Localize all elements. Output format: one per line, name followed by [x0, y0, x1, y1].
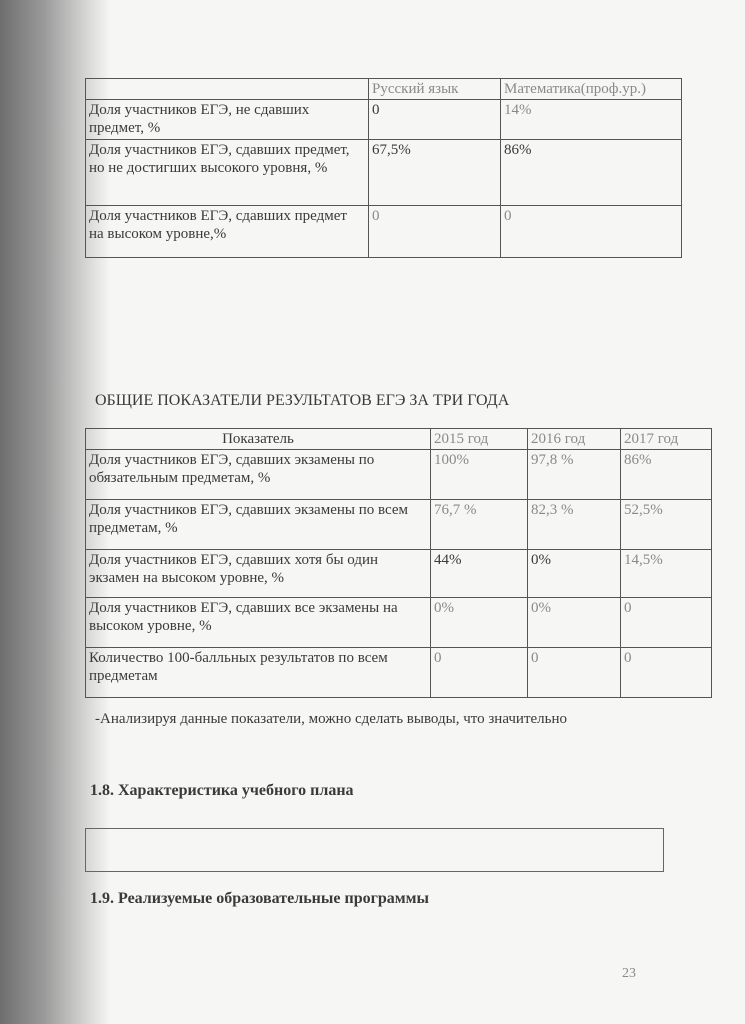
subject-results-table: Русский язык Математика(проф.ур.) Доля у…	[85, 78, 682, 258]
cell: 100%	[430, 449, 528, 500]
cell: 0%	[430, 597, 528, 648]
row-label: Доля участников ЕГЭ, сдавших хотя бы оди…	[85, 549, 431, 598]
header-cell: 2017 год	[620, 428, 712, 450]
section-title: ОБЩИЕ ПОКАЗАТЕЛИ РЕЗУЛЬТАТОВ ЕГЭ ЗА ТРИ …	[95, 392, 510, 409]
cell: 86%	[620, 449, 712, 500]
header-cell: 2015 год	[430, 428, 528, 450]
cell: 0	[368, 99, 501, 140]
table-header-row: Показатель 2015 год 2016 год 2017 год	[85, 428, 712, 450]
cell: 44%	[430, 549, 528, 598]
cell: 0	[620, 597, 712, 648]
row-label: Доля участников ЕГЭ, сдавших предмет на …	[85, 205, 369, 258]
cell: 14,5%	[620, 549, 712, 598]
table-row: Доля участников ЕГЭ, сдавших все экзамен…	[85, 597, 712, 648]
row-label: Доля участников ЕГЭ, сдавших экзамены по…	[85, 449, 431, 500]
table-row: Доля участников ЕГЭ, сдавших предмет на …	[85, 205, 682, 258]
cell: 0	[368, 205, 501, 258]
header-cell: 2016 год	[527, 428, 621, 450]
cell: 76,7 %	[430, 499, 528, 550]
row-label: Доля участников ЕГЭ, сдавших предмет, но…	[85, 139, 369, 206]
table-row: Количество 100-балльных результатов по в…	[85, 647, 712, 698]
cell: 0	[430, 647, 528, 698]
table-header-row: Русский язык Математика(проф.ур.)	[85, 78, 682, 100]
section-heading-1-8: 1.8. Характеристика учебного плана	[90, 782, 354, 799]
cell: 0	[500, 205, 682, 258]
table-row: Доля участников ЕГЭ, сдавших хотя бы оди…	[85, 549, 712, 598]
cell: 67,5%	[368, 139, 501, 206]
three-year-results-table: Показатель 2015 год 2016 год 2017 год До…	[85, 428, 712, 698]
cell: 0	[620, 647, 712, 698]
empty-table-box	[85, 828, 664, 872]
table-row: Доля участников ЕГЭ, сдавших экзамены по…	[85, 449, 712, 500]
row-label: Доля участников ЕГЭ, сдавших экзамены по…	[85, 499, 431, 550]
row-label: Количество 100-балльных результатов по в…	[85, 647, 431, 698]
cell: 0%	[527, 549, 621, 598]
cell: 14%	[500, 99, 682, 140]
cell: 82,3 %	[527, 499, 621, 550]
header-cell: Русский язык	[368, 78, 501, 100]
cell: 52,5%	[620, 499, 712, 550]
conclusion-text: -Анализируя данные показатели, можно сде…	[95, 711, 568, 727]
header-cell: Математика(проф.ур.)	[500, 78, 682, 100]
cell: 0%	[527, 597, 621, 648]
table-row: Доля участников ЕГЭ, не сдавших предмет,…	[85, 99, 682, 140]
header-cell	[85, 78, 369, 100]
page-number: 23	[622, 966, 636, 981]
section-heading-1-9: 1.9. Реализуемые образовательные програм…	[90, 890, 430, 907]
header-cell: Показатель	[85, 428, 431, 450]
table-row: Доля участников ЕГЭ, сдавших предмет, но…	[85, 139, 682, 206]
row-label: Доля участников ЕГЭ, сдавших все экзамен…	[85, 597, 431, 648]
table-row: Доля участников ЕГЭ, сдавших экзамены по…	[85, 499, 712, 550]
cell: 86%	[500, 139, 682, 206]
cell: 97,8 %	[527, 449, 621, 500]
cell: 0	[527, 647, 621, 698]
row-label: Доля участников ЕГЭ, не сдавших предмет,…	[85, 99, 369, 140]
